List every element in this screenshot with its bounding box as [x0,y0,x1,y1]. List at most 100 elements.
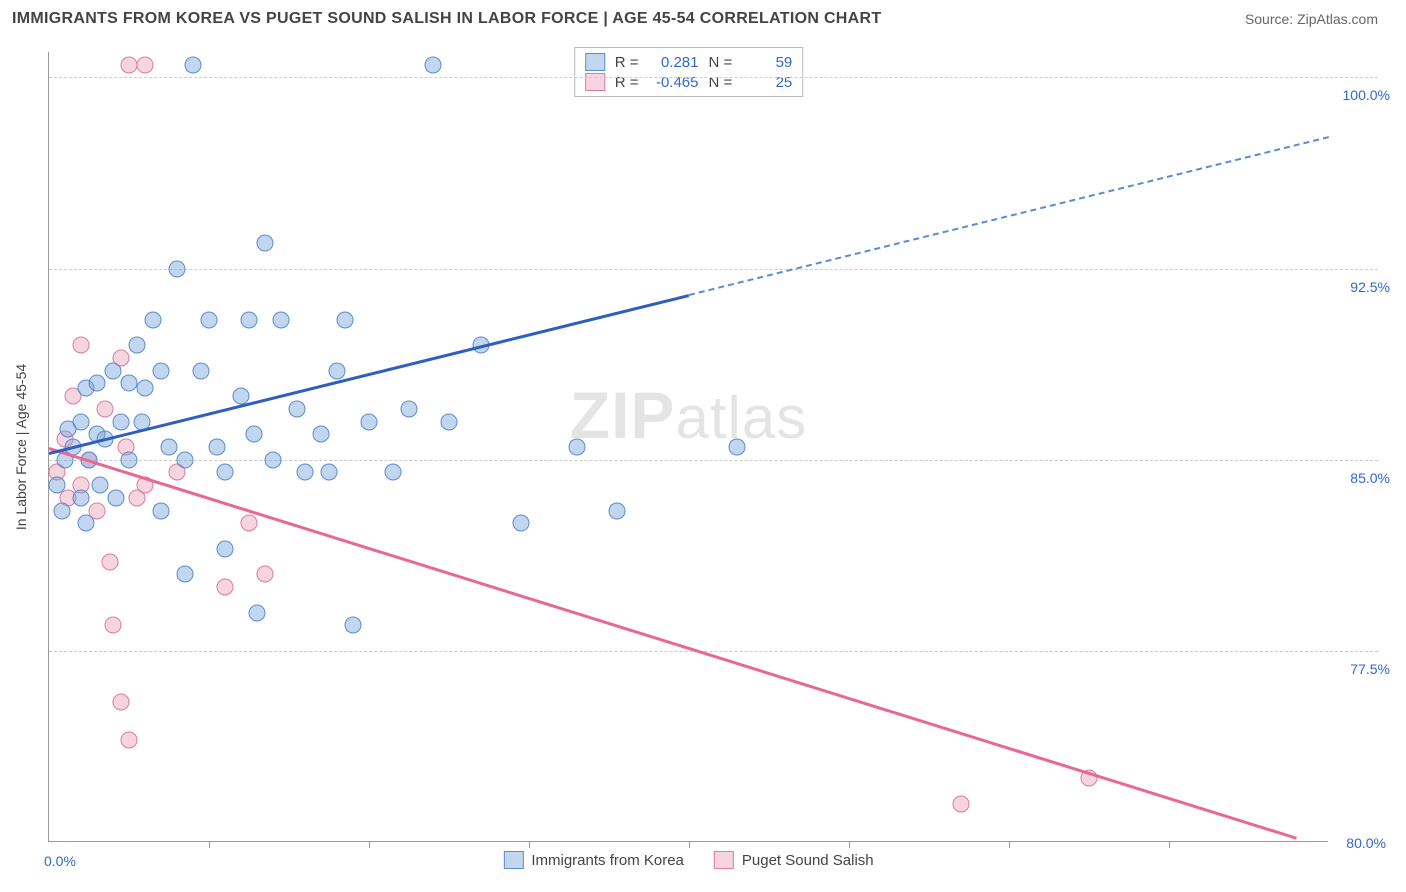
chart-title: IMMIGRANTS FROM KOREA VS PUGET SOUND SAL… [12,10,881,28]
data-point [113,413,130,430]
x-axis-max-label: 80.0% [1346,835,1386,851]
x-tick [849,841,850,848]
data-point [297,464,314,481]
correlation-box: R = 0.281 N = 59 R = -0.465 N = 25 [574,47,804,97]
data-point [441,413,458,430]
data-point [121,732,138,749]
gridline [49,77,1378,78]
data-point [953,795,970,812]
data-point [217,464,234,481]
data-point [73,489,90,506]
chart-header: IMMIGRANTS FROM KOREA VS PUGET SOUND SAL… [0,0,1406,38]
legend-item-blue: Immigrants from Korea [503,851,684,869]
r-label: R = [615,74,639,91]
data-point [53,502,70,519]
x-tick [1009,841,1010,848]
data-point [89,375,106,392]
data-point [201,311,218,328]
n-label: N = [709,74,733,91]
data-point [345,617,362,634]
x-tick [529,841,530,848]
x-tick [689,841,690,848]
data-point [245,426,262,443]
data-point [249,604,266,621]
data-point [121,375,138,392]
data-point [513,515,530,532]
data-point [49,477,66,494]
y-axis-title: In Labor Force | Age 45-54 [13,363,29,529]
data-point [145,311,162,328]
data-point [101,553,118,570]
x-tick [369,841,370,848]
data-point [121,56,138,73]
data-point [425,56,442,73]
x-axis-min-label: 0.0% [44,853,76,869]
data-point [337,311,354,328]
data-point [273,311,290,328]
legend-item-pink: Puget Sound Salish [714,851,874,869]
scatter-plot-area: ZIPatlas In Labor Force | Age 45-54 R = … [48,52,1328,842]
data-point [385,464,402,481]
data-point [401,400,418,417]
legend-label: Immigrants from Korea [531,852,684,869]
data-point [217,579,234,596]
data-point [108,489,125,506]
legend: Immigrants from Korea Puget Sound Salish [503,851,873,869]
data-point [92,477,109,494]
data-point [729,439,746,456]
data-point [97,400,114,417]
data-point [73,413,90,430]
data-point [113,693,130,710]
data-point [153,502,170,519]
data-point [105,617,122,634]
corr-row-blue: R = 0.281 N = 59 [585,52,793,72]
r-value: -0.465 [649,74,699,91]
corr-row-pink: R = -0.465 N = 25 [585,72,793,92]
y-tick-label: 85.0% [1350,470,1390,486]
source-attribution: Source: ZipAtlas.com [1245,11,1378,27]
trend-line [689,136,1329,296]
data-point [73,337,90,354]
swatch-icon [503,851,523,869]
x-tick [1169,841,1170,848]
data-point [121,451,138,468]
data-point [137,56,154,73]
data-point [185,56,202,73]
legend-label: Puget Sound Salish [742,852,874,869]
data-point [177,566,194,583]
data-point [257,566,274,583]
data-point [77,515,94,532]
data-point [217,540,234,557]
swatch-icon [585,53,605,71]
data-point [569,439,586,456]
data-point [169,260,186,277]
data-point [153,362,170,379]
data-point [241,311,258,328]
swatch-icon [714,851,734,869]
data-point [137,380,154,397]
gridline [49,651,1378,652]
gridline [49,460,1378,461]
n-value: 25 [742,74,792,91]
data-point [161,439,178,456]
r-label: R = [615,54,639,71]
data-point [177,451,194,468]
data-point [313,426,330,443]
y-tick-label: 100.0% [1343,87,1390,103]
r-value: 0.281 [649,54,699,71]
data-point [289,400,306,417]
y-tick-label: 77.5% [1350,661,1390,677]
data-point [609,502,626,519]
n-value: 59 [742,54,792,71]
data-point [265,451,282,468]
trend-line [49,447,1298,839]
gridline [49,269,1378,270]
watermark-left: ZIP [570,378,676,452]
data-point [193,362,210,379]
n-label: N = [709,54,733,71]
data-point [329,362,346,379]
data-point [105,362,122,379]
watermark: ZIPatlas [570,377,807,453]
data-point [257,235,274,252]
data-point [361,413,378,430]
